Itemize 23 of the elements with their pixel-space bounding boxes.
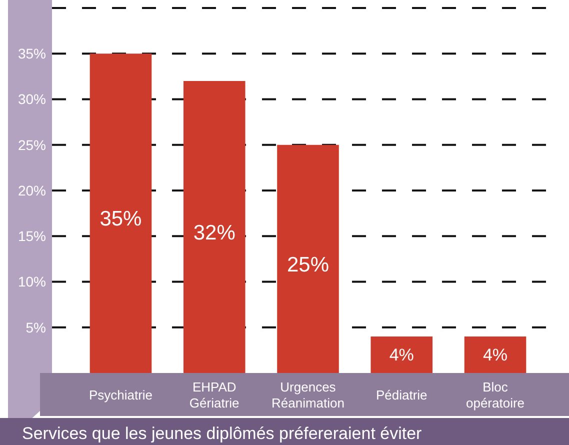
data-label: 4%	[482, 346, 508, 365]
y-tick-label: 10%	[18, 274, 46, 290]
x-axis-title: Services que les jeunes diplômés préfereraient éviter	[22, 424, 422, 443]
x-tick-label: Psychiatrie	[88, 388, 153, 403]
bar	[277, 144, 339, 373]
data-label: 35%	[100, 208, 142, 231]
x-tick-label: EHPAD Gériatrie	[189, 380, 240, 411]
x-tick-label: Pédiatrie	[376, 388, 428, 403]
data-label: 4%	[389, 346, 414, 365]
bar	[464, 336, 526, 373]
y-tick-label: 15%	[18, 228, 46, 244]
y-tick-label: 20%	[18, 182, 46, 198]
y-tick-label: 25%	[18, 136, 46, 153]
y-tick-label: 35%	[18, 46, 46, 62]
x-tick-label: Urgences Réanimation	[272, 380, 344, 411]
x-tick-label: Bloc opératoire	[466, 380, 525, 411]
data-label: 32%	[193, 221, 236, 244]
bar	[90, 54, 152, 373]
y-tick-label: 5%	[26, 319, 46, 336]
data-label: 25%	[286, 253, 330, 276]
y-tick-label: 30%	[18, 91, 46, 108]
bar	[183, 81, 246, 373]
bar	[370, 336, 433, 373]
